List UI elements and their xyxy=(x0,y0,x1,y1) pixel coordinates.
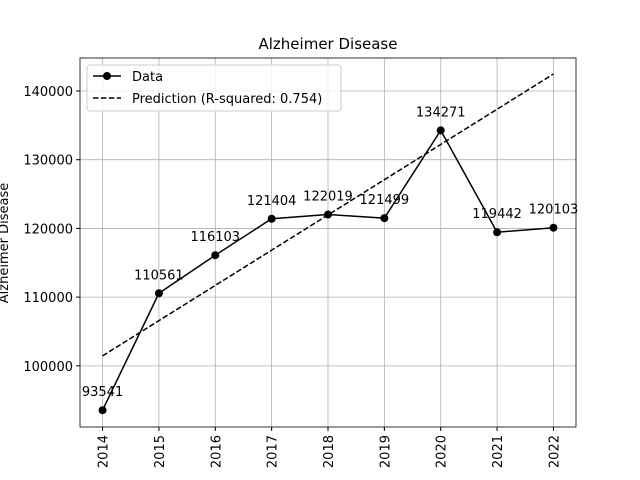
data-label: 116103 xyxy=(190,230,240,245)
y-tick-label: 120000 xyxy=(23,222,73,237)
x-tick-label: 2019 xyxy=(378,435,393,468)
legend-box xyxy=(86,64,342,112)
x-tick-label: 2022 xyxy=(547,435,562,468)
x-tick-label: 2016 xyxy=(209,435,224,468)
y-axis-label: Alzheimer Disease xyxy=(0,183,12,303)
x-tick-label: 2018 xyxy=(322,435,337,468)
series-line xyxy=(102,73,554,357)
data-label: 120103 xyxy=(529,203,579,218)
data-label: 93541 xyxy=(82,385,123,400)
x-tick-label: 2017 xyxy=(266,435,281,468)
data-point xyxy=(154,289,163,298)
data-label: 122019 xyxy=(303,190,353,205)
x-tick-label: 2015 xyxy=(153,435,168,468)
data-label: 121499 xyxy=(360,193,410,208)
y-tick-label: 130000 xyxy=(23,154,73,169)
x-tick-label: 2014 xyxy=(97,435,112,468)
plot-frame xyxy=(79,57,577,428)
data-point xyxy=(436,126,445,135)
data-label: 110561 xyxy=(134,268,184,283)
data-point xyxy=(493,228,502,237)
data-label: 121404 xyxy=(247,194,297,209)
y-tick-label: 110000 xyxy=(23,291,73,306)
data-point xyxy=(211,251,220,260)
data-point xyxy=(98,406,107,415)
legend-label: Prediction (R-squared: 0.754) xyxy=(132,92,322,107)
y-tick-label: 100000 xyxy=(23,360,73,375)
data-point xyxy=(267,214,276,223)
data-label: 134271 xyxy=(416,105,466,120)
legend-marker xyxy=(103,72,111,80)
y-tick-label: 140000 xyxy=(23,85,73,100)
chart-title: Alzheimer Disease xyxy=(259,35,398,53)
legend-label: Data xyxy=(132,70,163,85)
data-label: 119442 xyxy=(472,207,522,222)
data-point xyxy=(549,223,558,232)
data-point xyxy=(380,214,389,223)
x-tick-label: 2020 xyxy=(435,435,450,468)
x-tick-label: 2021 xyxy=(491,435,506,468)
